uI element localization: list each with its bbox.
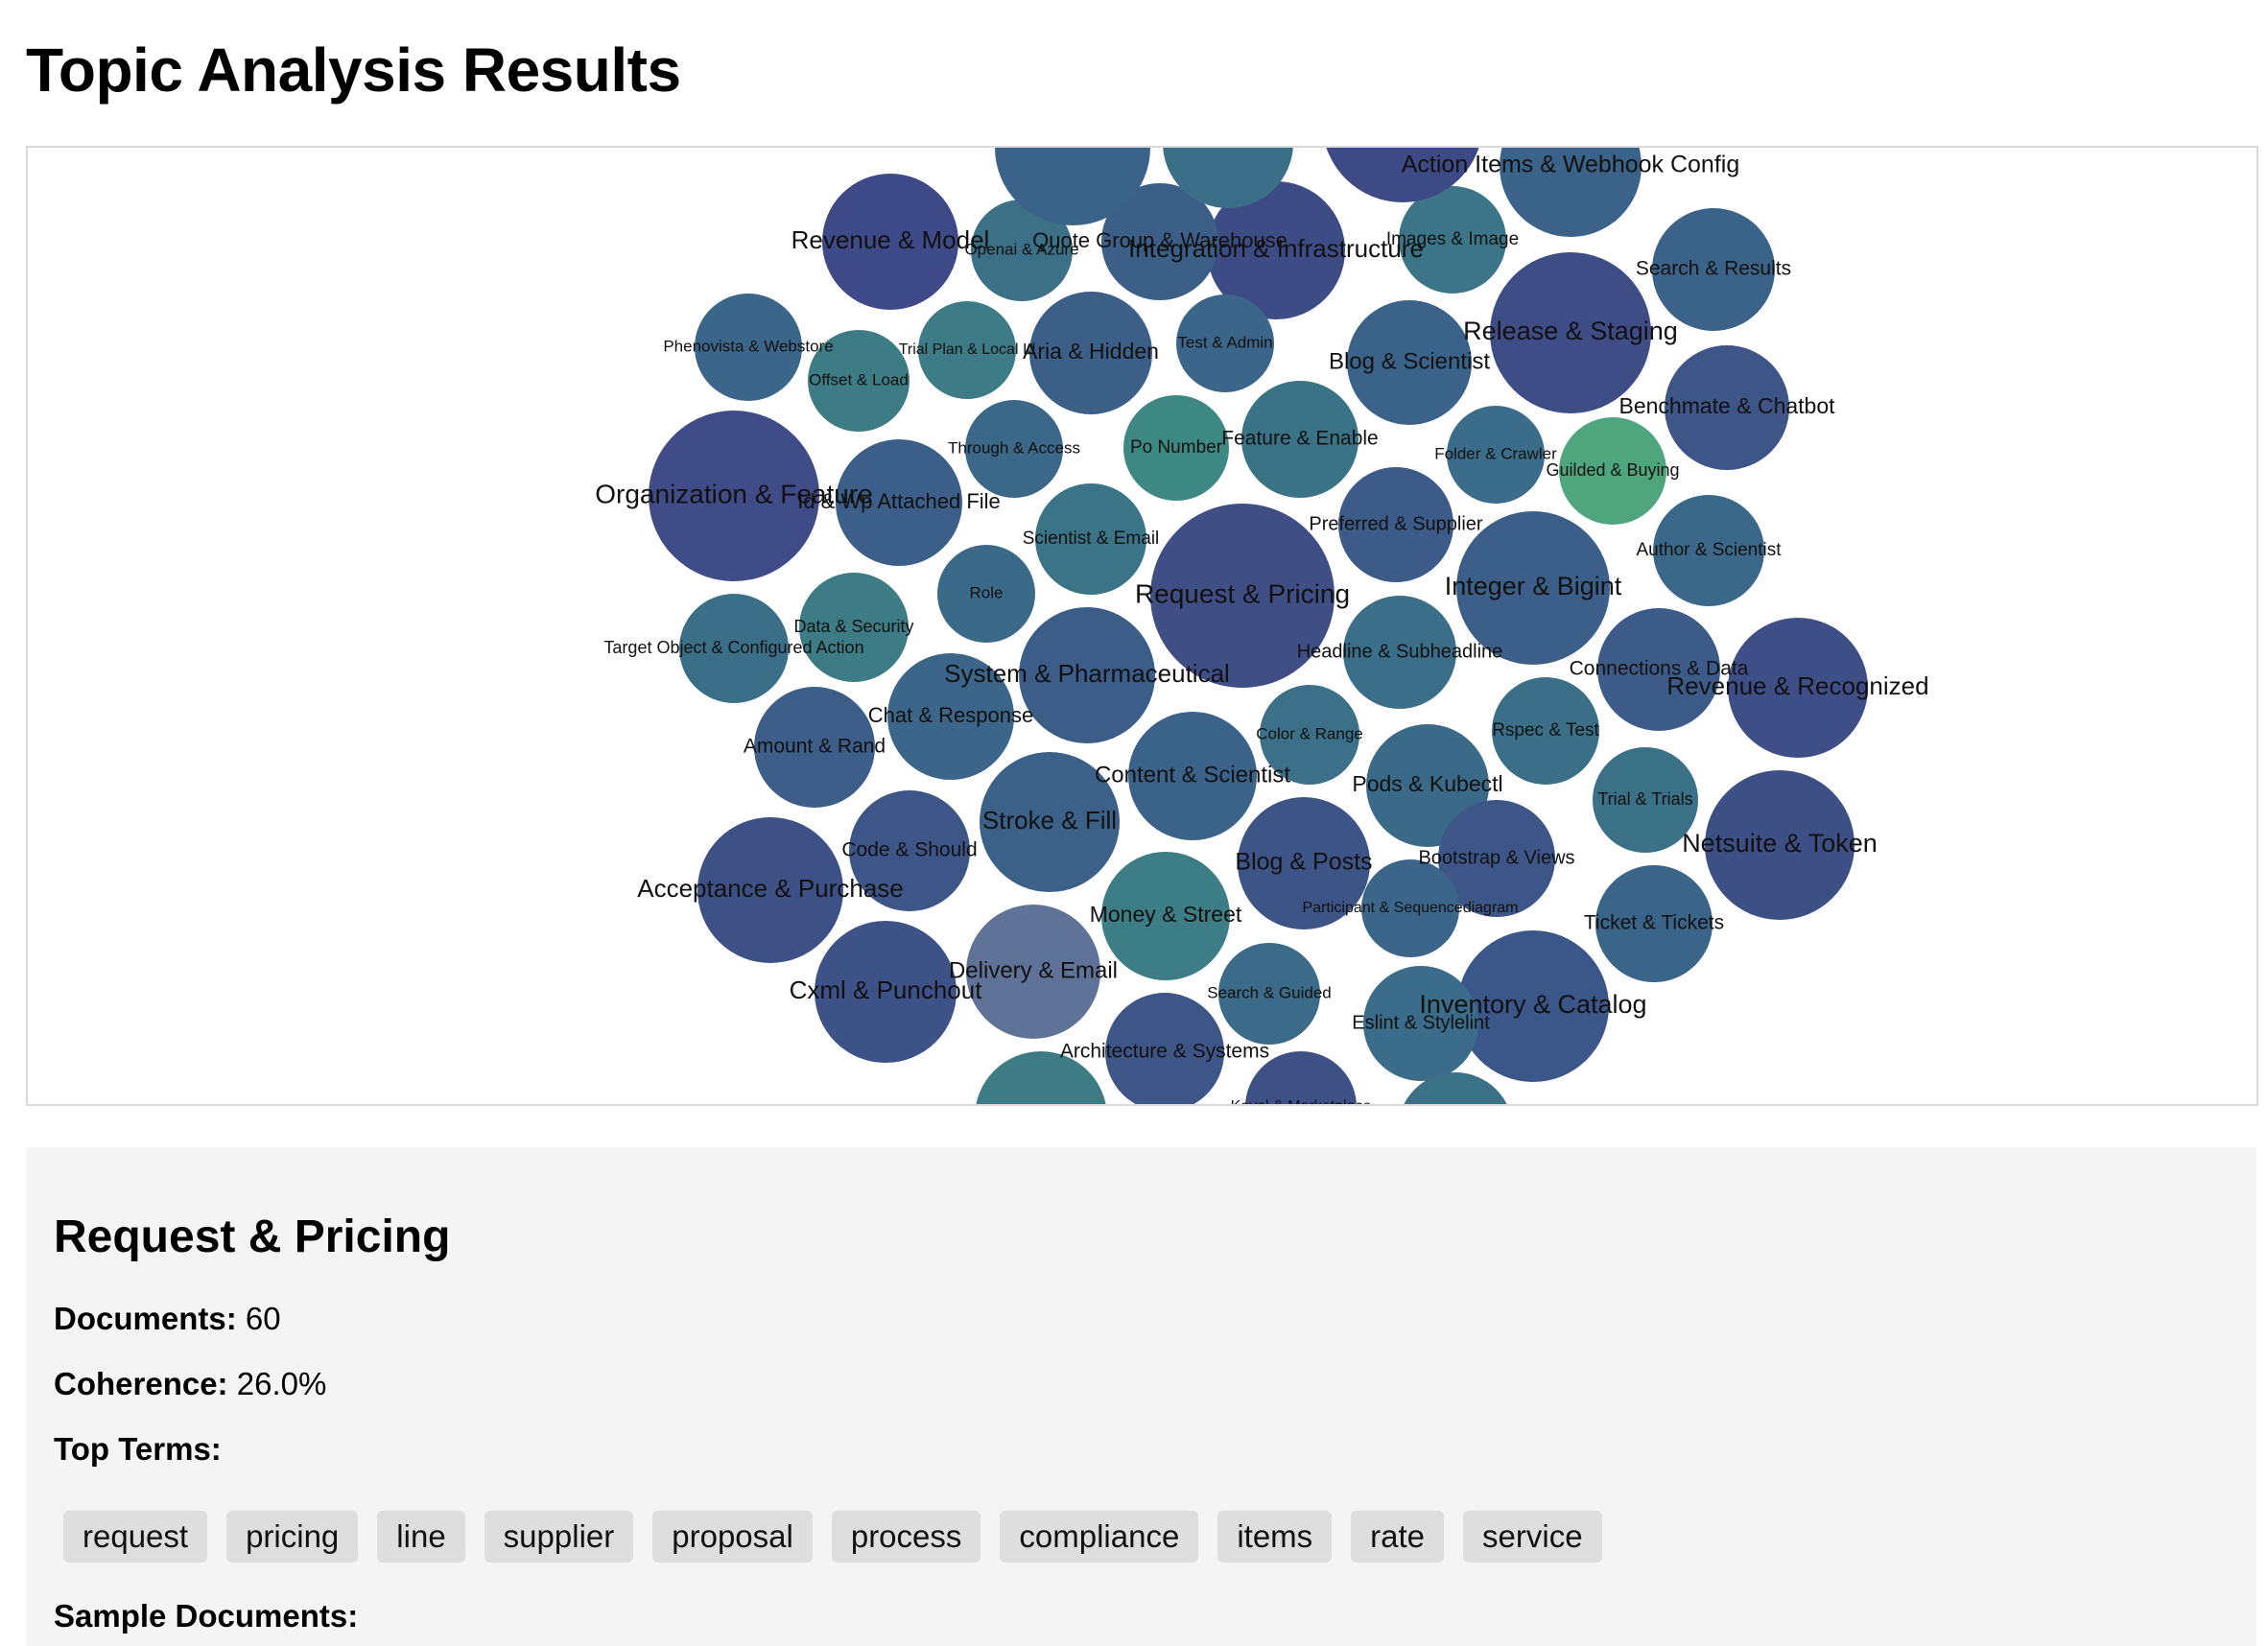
term-chip: pricing <box>226 1511 358 1563</box>
topic-bubble-id-wp-attached-file[interactable] <box>836 439 962 566</box>
term-chip: service <box>1463 1511 1602 1563</box>
documents-stat: Documents: 60 <box>54 1301 281 1337</box>
topic-bubble-ticket-tickets[interactable] <box>1595 865 1713 982</box>
sample-documents-label: Sample Documents: <box>54 1598 358 1634</box>
topic-bubble-system-pharmaceutical[interactable] <box>1019 607 1155 743</box>
topic-bubble-search-guided[interactable] <box>1218 943 1320 1045</box>
topic-bubble-cxml-punchout[interactable] <box>815 921 957 1063</box>
topic-bubble-guilded-buying[interactable] <box>1559 417 1666 525</box>
documents-label: Documents: <box>54 1301 237 1336</box>
topic-bubble-blog-scientist[interactable] <box>1347 300 1472 425</box>
topic-bubble-architecture-systems[interactable] <box>1105 993 1224 1106</box>
topic-bubble-eslint-stylelint[interactable] <box>1363 966 1478 1081</box>
topic-bubble-offset-load[interactable] <box>808 330 910 432</box>
term-chip: process <box>832 1511 981 1563</box>
sample-documents-heading: Sample Documents: <box>54 1598 358 1634</box>
coherence-value: 26.0% <box>237 1366 327 1401</box>
top-terms-heading: Top Terms: <box>54 1431 222 1468</box>
term-chip: line <box>377 1511 464 1563</box>
topic-bubble-revenue-model[interactable] <box>822 174 958 310</box>
topic-bubble-release-staging[interactable] <box>1490 252 1651 413</box>
top-terms-list: request pricing line supplier proposal proces… <box>63 1511 1602 1563</box>
coherence-stat: Coherence: 26.0% <box>54 1366 326 1402</box>
term-chip: proposal <box>652 1511 813 1563</box>
topic-bubble-role[interactable] <box>937 545 1035 643</box>
topic-bubble-feature-enable[interactable] <box>1241 381 1358 498</box>
topic-bubble-kayal-marketplace[interactable] <box>1245 1051 1357 1106</box>
topic-bubble-inventory-catalog[interactable] <box>1457 930 1609 1082</box>
topic-bubble-target-object-configured-action[interactable] <box>679 594 789 703</box>
topic-bubble-data-security[interactable] <box>799 573 909 682</box>
topic-bubble-test-admin[interactable] <box>1176 294 1274 392</box>
topic-bubble-headline-subheadline[interactable] <box>1343 596 1456 709</box>
documents-value: 60 <box>246 1301 281 1336</box>
topic-bubble-netsuite-token[interactable] <box>1705 770 1855 920</box>
topic-bubble-code-should[interactable] <box>849 790 970 911</box>
page-title: Topic Analysis Results <box>26 35 681 106</box>
topic-bubble-unlabeled[interactable] <box>975 1051 1107 1106</box>
topic-bubble-chat-response[interactable] <box>887 653 1014 780</box>
term-chip: rate <box>1351 1511 1444 1563</box>
topic-bubble-delivery-email[interactable] <box>966 905 1100 1039</box>
topic-bubble-trial-plan-local-id[interactable] <box>918 301 1016 399</box>
topic-bubble-aria-hidden[interactable] <box>1029 292 1152 414</box>
topic-bubble-color-range[interactable] <box>1260 685 1359 785</box>
topic-bubble-connections-data[interactable] <box>1597 608 1720 731</box>
coherence-label: Coherence: <box>54 1366 228 1401</box>
topic-bubble-content-scientist[interactable] <box>1128 712 1257 840</box>
topic-bubble-rspec-test[interactable] <box>1492 677 1599 785</box>
topic-bubble-money-street[interactable] <box>1101 852 1230 980</box>
topic-bubble-scientist-email[interactable] <box>1035 483 1146 595</box>
term-chip: request <box>63 1511 207 1563</box>
top-terms-label: Top Terms: <box>54 1431 222 1467</box>
topic-details-title: Request & Pricing <box>54 1211 450 1263</box>
topic-bubble-through-access[interactable] <box>965 400 1063 498</box>
topic-bubble-organization-feature[interactable] <box>649 411 819 581</box>
topic-bubble-benchmate-chatbot[interactable] <box>1665 345 1789 470</box>
topic-bubble-folder-crawler[interactable] <box>1447 406 1545 504</box>
topic-bubble-action-items-webhook-config[interactable] <box>1500 148 1642 237</box>
topic-bubble-amount-rand[interactable] <box>754 687 875 808</box>
topic-bubble-integer-bigint[interactable] <box>1456 511 1610 665</box>
term-chip: compliance <box>1000 1511 1198 1563</box>
topic-bubble-po-number[interactable] <box>1123 395 1229 501</box>
topic-bubble-acceptance-purchase[interactable] <box>697 817 843 963</box>
term-chip: supplier <box>484 1511 634 1563</box>
topic-bubble-phenovista-webstore[interactable] <box>695 294 802 401</box>
topic-bubble-images-image[interactable] <box>1399 186 1506 294</box>
topic-bubble-trial-trials[interactable] <box>1593 747 1698 853</box>
topic-bubble-blog-posts[interactable] <box>1238 797 1370 929</box>
topic-details-panel: Request & Pricing Documents: 60 Coherenc… <box>26 1147 2256 1646</box>
topic-bubble-chart: Request & Pricing Organization & Feature R… <box>26 146 2258 1106</box>
topic-bubble-search-results[interactable] <box>1652 208 1775 331</box>
topic-bubble-participant-sequencediagram[interactable] <box>1361 859 1459 957</box>
topic-bubble-revenue-recognized[interactable] <box>1728 618 1868 758</box>
topic-bubble-stroke-fill[interactable] <box>980 752 1120 892</box>
topic-bubble-preferred-supplier[interactable] <box>1338 467 1453 582</box>
topic-bubble-author-scientist[interactable] <box>1653 495 1764 606</box>
topic-bubble-request-pricing[interactable] <box>1150 504 1335 688</box>
term-chip: items <box>1217 1511 1332 1563</box>
